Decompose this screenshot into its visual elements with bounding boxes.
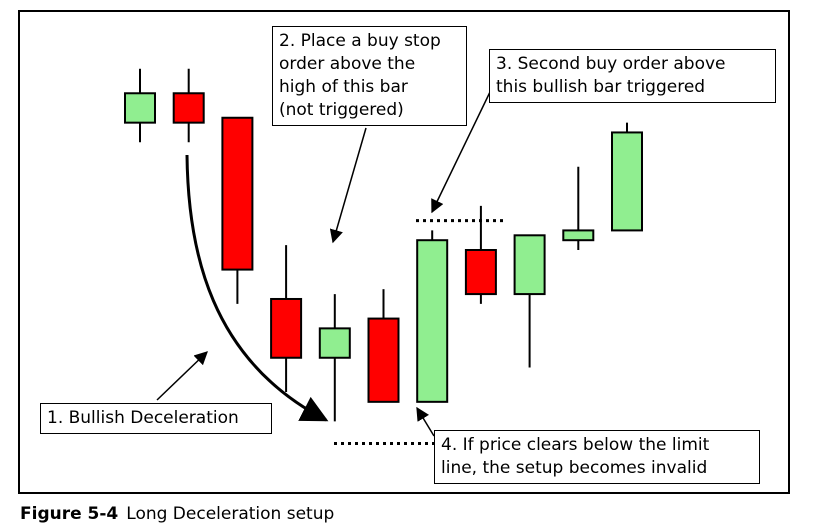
annotation-3-arrow — [431, 91, 491, 214]
candle-body-bullish — [562, 229, 595, 242]
candles-group — [124, 68, 643, 422]
deceleration-curve-arrow — [185, 154, 329, 422]
candle-body-bullish — [611, 131, 643, 232]
annotation-4-label: 4. If price clears below the limit line,… — [434, 430, 760, 484]
candle-body-bearish — [367, 317, 400, 403]
candle-body-bearish — [270, 297, 303, 359]
annotation-3-label: 3. Second buy order above this bullish b… — [489, 49, 776, 103]
figure-caption: Figure 5-4 Long Deceleration setup — [20, 504, 334, 524]
candle-body-bearish — [464, 249, 497, 296]
figure-number: Figure 5-4 — [20, 504, 119, 524]
candle-body-bearish — [172, 92, 205, 124]
annotation-1-arrow — [156, 351, 208, 401]
annotation-2-arrow — [329, 127, 367, 244]
candle-body-bullish — [513, 234, 546, 296]
candle-body-bullish — [124, 92, 156, 124]
candle-body-bearish — [221, 116, 254, 271]
figure-title: Long Deceleration setup — [126, 504, 335, 524]
candle-body-bullish — [416, 239, 449, 403]
annotation-2-label: 2. Place a buy stop order above the high… — [272, 26, 467, 126]
annotation-4-arrow — [416, 406, 435, 437]
annotation-1-label: 1. Bullish Deceleration — [40, 403, 272, 434]
candle-body-bullish — [318, 327, 351, 359]
